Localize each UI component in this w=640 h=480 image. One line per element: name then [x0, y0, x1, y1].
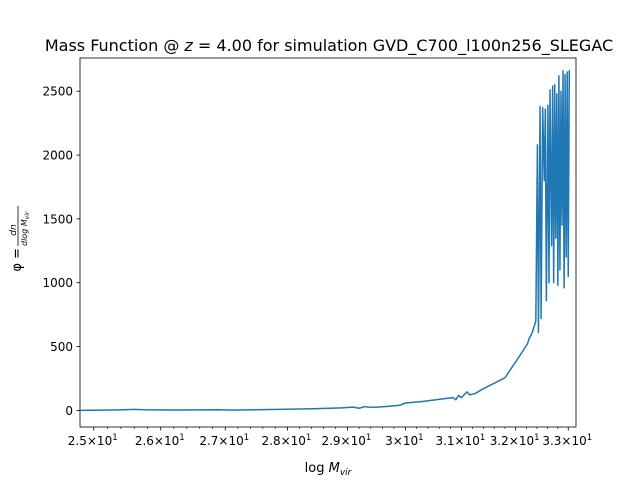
x-tick-label: 3.1×101: [435, 433, 485, 448]
y-tick-label: 1000: [42, 276, 73, 290]
y-tick-label: 2500: [42, 85, 73, 99]
plot-background: [80, 58, 576, 427]
y-tick-label: 500: [50, 340, 73, 354]
plot-frame: [79, 57, 577, 428]
x-tick-label: 2.6×101: [135, 433, 185, 448]
y-axis-label-numerator: dn: [9, 224, 19, 236]
x-tick-label: 3×101: [385, 433, 423, 448]
x-tick-label: 2.9×101: [321, 433, 371, 448]
x-tick-label: 2.8×101: [262, 433, 312, 448]
series-line-0: [79, 70, 571, 412]
x-tick-label: 3.2×101: [490, 433, 540, 448]
y-axis-label-lhs: φ =: [10, 248, 25, 272]
y-tick-label: 1500: [42, 212, 73, 226]
chart-title: Mass Function @ z = 4.00 for simulation …: [45, 36, 613, 56]
y-tick-label: 2000: [42, 149, 73, 163]
x-tick-label: 2.7×101: [199, 433, 249, 448]
series-layer: [79, 70, 571, 412]
x-axis: 2.5×101 2.6×101 2.7×101 2.8×101 2.9×101 3×101…: [68, 427, 592, 448]
x-axis-label: log Mvir: [305, 461, 353, 478]
y-axis-label-denominator: dlog Mvir: [20, 211, 31, 246]
plot-area: [79, 57, 577, 428]
x-tick-label: 2.5×101: [68, 433, 118, 448]
y-tick-label: 0: [65, 404, 73, 418]
x-tick-label: 3.3×101: [542, 433, 592, 448]
y-axis-label: φ = dn dlog Mvir: [9, 206, 31, 272]
y-axis: 0 500 1000 1500 2000 2500: [42, 85, 80, 418]
